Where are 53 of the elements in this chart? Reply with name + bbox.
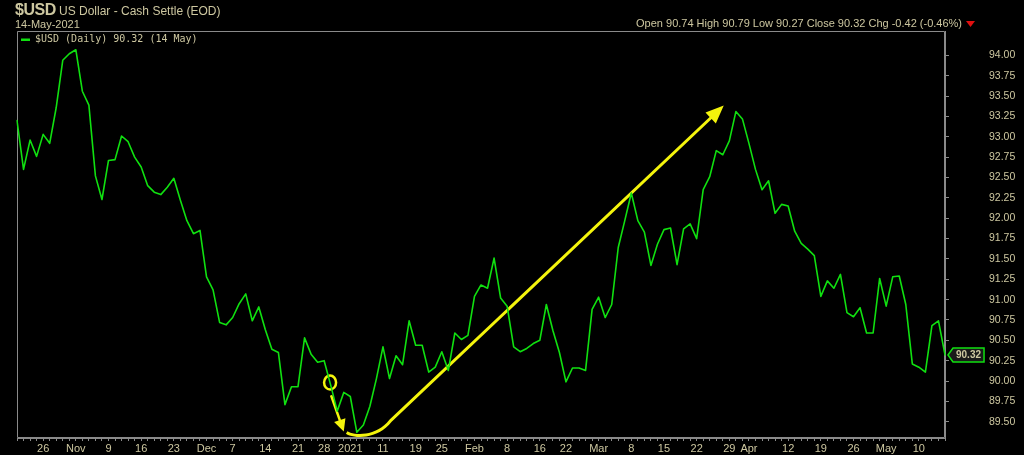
y-tick-label: 92.75 [989,150,1016,163]
y-tick-label: 91.25 [989,272,1016,285]
y-tick-label: 92.50 [989,170,1016,183]
x-tick-label: 28 [318,441,331,454]
x-tick-label: 22 [559,441,573,454]
y-tick-label: 89.75 [989,394,1016,407]
x-tick-label: 8 [504,441,511,454]
x-tick-label: 23 [167,441,180,454]
x-tick-label: 19 [814,441,827,454]
x-tick-label: 16 [533,441,546,454]
x-tick-label: 10 [912,441,925,454]
x-tick-label: 11 [377,441,389,454]
x-tick-label: 19 [409,441,422,454]
data-label: 90.32 [956,349,982,361]
y-tick-label: 91.00 [989,292,1016,305]
y-tick-label: 92.25 [989,190,1016,203]
x-tick-label: 26 [847,441,860,454]
y-tick-label: 90.75 [989,312,1016,325]
x-tick-label: 29 [723,441,736,454]
y-tick-label: 91.75 [989,231,1016,244]
x-tick-label: Mar [589,441,609,454]
y-tick-label: 91.50 [989,251,1016,264]
legend-label: $USD (Daily) 90.32 (14 May) [35,33,198,45]
y-tick-label: 92.00 [989,211,1016,224]
x-tick-label: 8 [628,441,635,454]
x-tick-label: 21 [291,441,305,454]
x-tick-label: 15 [657,441,671,454]
x-tick-label: 12 [782,441,795,454]
x-tick-label: 16 [135,441,148,454]
x-tick-label: 26 [37,441,50,454]
chart-title: $USD US Dollar - Cash Settle (EOD) [15,1,221,18]
x-tick-label: May [875,441,898,454]
y-tick-label: 90.00 [989,373,1016,386]
chart-subtitle: 14-May-2021 [15,18,80,30]
x-tick-label: Dec [196,441,217,454]
y-tick-label: 93.00 [989,129,1016,142]
x-tick-label: 9 [105,441,112,454]
y-tick-label: 90.50 [989,333,1016,346]
x-tick-label: 22 [690,441,703,454]
x-tick-label: 14 [259,441,272,454]
x-tick-label: 25 [435,441,448,454]
text: Open 90.74 High 90.79 Low 90.27 Close 90.32 Chg -0.42 (-0.46%) [636,17,962,29]
x-tick-label: 7 [229,441,236,454]
y-tick-label: 93.25 [989,109,1016,122]
x-tick-label: Feb [464,441,484,454]
y-tick-label: 93.75 [989,68,1016,81]
y-tick-label: 93.50 [989,89,1016,102]
x-tick-label: Nov [66,441,87,454]
x-tick-label: 2021 [338,441,363,454]
y-tick-label: 89.50 [989,414,1016,427]
y-tick-label: 90.25 [989,353,1016,366]
x-tick-label: Apr [740,441,758,454]
y-tick-label: 94.00 [989,48,1016,61]
